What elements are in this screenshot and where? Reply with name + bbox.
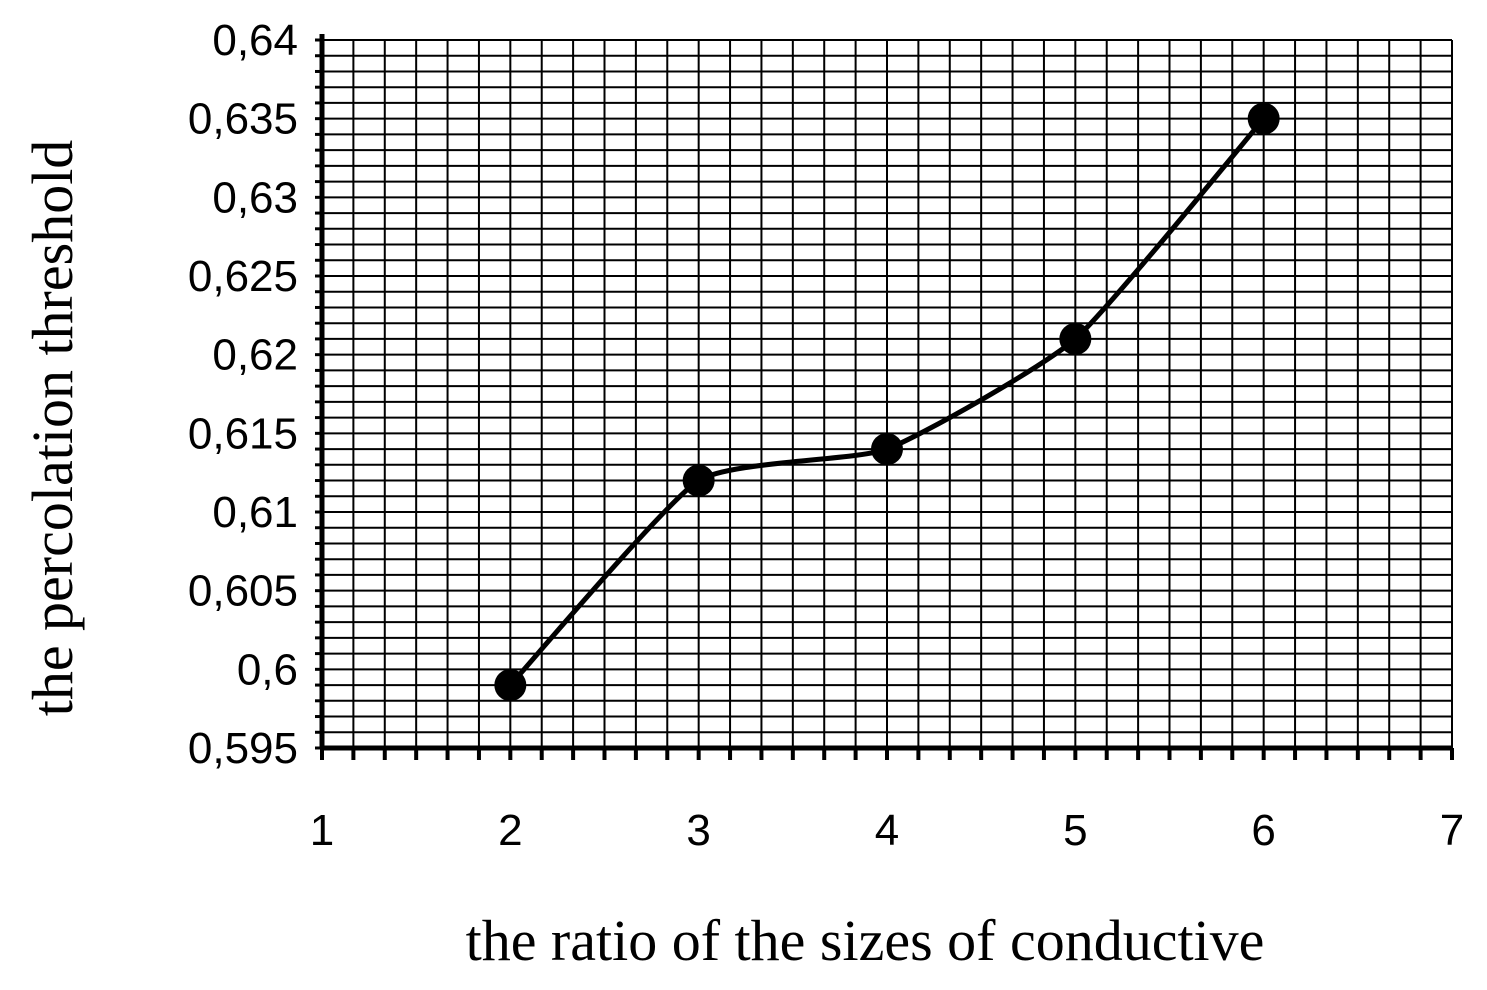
x-tick-label: 4 bbox=[875, 806, 899, 855]
y-tick-label: 0,61 bbox=[212, 488, 298, 537]
x-tick-label: 1 bbox=[310, 806, 334, 855]
data-points bbox=[494, 102, 1280, 702]
x-tick-label: 6 bbox=[1251, 806, 1275, 855]
grid-lines bbox=[321, 39, 1453, 749]
x-tick-labels: 1 2 3 4 5 6 7 bbox=[310, 806, 1464, 855]
y-tick-label: 0,63 bbox=[212, 173, 298, 222]
y-tick-label: 0,64 bbox=[212, 16, 298, 65]
y-tick-label: 0,635 bbox=[188, 95, 298, 144]
y-tick-label: 0,605 bbox=[188, 567, 298, 616]
y-tick-label: 0,615 bbox=[188, 409, 298, 458]
data-point bbox=[1059, 322, 1092, 355]
data-point bbox=[871, 433, 903, 466]
x-tick-label: 5 bbox=[1063, 806, 1087, 855]
data-point bbox=[494, 669, 527, 702]
y-tick-label: 0,6 bbox=[237, 645, 298, 694]
data-point bbox=[1247, 102, 1280, 135]
y-axis-title: the percolation threshold bbox=[20, 140, 85, 717]
x-tick-label: 3 bbox=[686, 806, 710, 855]
x-tick-label: 7 bbox=[1440, 806, 1464, 855]
x-tick-label: 2 bbox=[498, 806, 522, 855]
y-tick-labels: 0,595 0,6 0,605 0,61 0,615 0,62 0,625 0,63 0,635… bbox=[188, 16, 298, 773]
x-axis-title: the ratio of the sizes of conductive bbox=[466, 908, 1265, 973]
y-tick-label: 0,62 bbox=[212, 331, 298, 380]
y-tick-label: 0,625 bbox=[188, 252, 298, 301]
y-tick-label: 0,595 bbox=[188, 724, 298, 773]
data-point bbox=[682, 464, 715, 497]
axes bbox=[315, 34, 1454, 760]
